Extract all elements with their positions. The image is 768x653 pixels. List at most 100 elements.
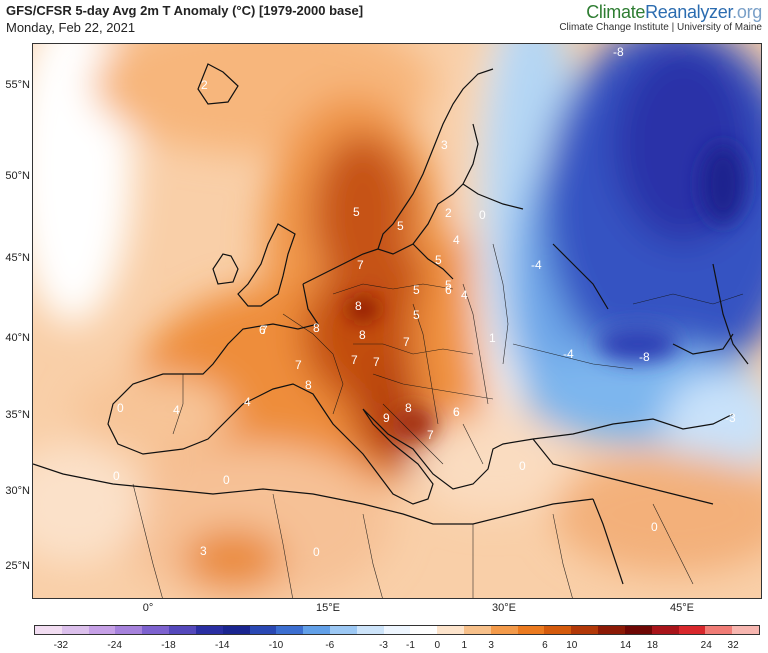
colorbar-swatch <box>35 626 62 634</box>
lon-label: 15°E <box>316 602 340 614</box>
anomaly-label: 7 <box>295 358 302 372</box>
anomaly-label: 0 <box>313 545 320 559</box>
anomaly-map[interactable]: 2 5 5 7 8 6 8 7 8 7 5 7 7 8 7 8 9 6 7 4 … <box>32 43 762 599</box>
colorbar-tick-label: 10 <box>566 640 578 651</box>
lat-label: 55°N <box>5 79 30 91</box>
colorbar-swatch <box>598 626 625 634</box>
colorbar-tick-label: 14 <box>619 640 632 651</box>
anomaly-label: 6 <box>445 283 452 297</box>
anomaly-label: 5 <box>353 205 360 219</box>
anomaly-label: 5 <box>413 308 420 322</box>
colorbar-swatch <box>464 626 491 634</box>
anomaly-label: 8 <box>305 378 312 392</box>
lat-label: 45°N <box>5 252 30 264</box>
anomaly-label: 0 <box>519 459 526 473</box>
colorbar-swatch <box>517 626 545 634</box>
anomaly-label: 7 <box>357 258 364 272</box>
colorbar-swatch <box>544 626 572 634</box>
colorbar-swatch <box>490 626 518 634</box>
anomaly-label: 4 <box>173 403 180 417</box>
anomaly-label: 0 <box>223 473 230 487</box>
anomaly-label: 7 <box>373 355 380 369</box>
anomaly-label: 7 <box>261 323 268 337</box>
colorbar-swatch <box>142 626 170 634</box>
anomaly-label: 9 <box>383 411 390 425</box>
map-title: GFS/CFSR 5-day Avg 2m T Anomaly (°C) [19… <box>6 3 364 18</box>
colorbar-swatch <box>705 626 733 634</box>
colorbar-swatch <box>437 626 464 634</box>
colorbar-tick-label: -1 <box>405 640 415 651</box>
anomaly-label: 1 <box>489 331 496 345</box>
colorbar-tick-label: -14 <box>214 640 230 651</box>
anomaly-label: 5 <box>397 219 404 233</box>
colorbar-tick-label: -10 <box>268 640 284 651</box>
lat-label: 35°N <box>5 409 30 421</box>
colorbar-tick-label: 24 <box>700 640 712 651</box>
anomaly-label: 7 <box>351 353 358 367</box>
colorbar-tick-label: 1 <box>461 640 467 651</box>
anomaly-label: -4 <box>563 347 574 361</box>
anomaly-label: 6 <box>453 405 460 419</box>
anomaly-map-canvas: 2 5 5 7 8 6 8 7 8 7 5 7 7 8 7 8 9 6 7 4 … <box>33 44 761 598</box>
anomaly-label: 5 <box>413 283 420 297</box>
colorbar-tick-label: 3 <box>488 640 494 651</box>
colorbar-swatch <box>169 626 196 634</box>
brand-climate: Climate <box>586 2 646 22</box>
colorbar-swatch <box>88 626 116 634</box>
lon-label: 30°E <box>492 602 516 614</box>
lon-label: 45°E <box>670 602 694 614</box>
anomaly-label: 0 <box>651 520 658 534</box>
colorbar-swatch <box>410 626 438 634</box>
anomaly-label: 5 <box>435 253 442 267</box>
colorbar-tick-label: 32 <box>727 640 739 651</box>
anomaly-label: 2 <box>201 78 208 92</box>
lon-label: 0° <box>142 602 154 614</box>
colorbar-swatch <box>732 626 759 634</box>
colorbar-swatch <box>651 626 679 634</box>
anomaly-label: 0 <box>113 469 120 483</box>
anomaly-label: 3 <box>441 138 448 152</box>
brand-reanalyzer: Reanalyzer <box>645 2 733 22</box>
anomaly-label: 8 <box>405 401 412 415</box>
anomaly-label: 4 <box>244 395 251 409</box>
anomaly-label: 3 <box>200 544 207 558</box>
anomaly-label: 8 <box>355 299 362 313</box>
colorbar-swatch <box>276 626 304 634</box>
anomaly-label: -8 <box>639 350 650 364</box>
borders <box>132 243 744 598</box>
anomaly-label: -3 <box>725 411 736 425</box>
anomaly-label: -8 <box>613 45 624 59</box>
map-date: Monday, Feb 22, 2021 <box>6 20 136 35</box>
lat-label: 50°N <box>5 170 30 182</box>
colorbar-swatch <box>303 626 330 634</box>
colorbar-swatch <box>571 626 599 634</box>
colorbar-swatch <box>678 626 706 634</box>
colorbar-swatch <box>383 626 411 634</box>
colorbar-tick-label: -32 <box>53 640 69 651</box>
anomaly-label: 7 <box>427 428 434 442</box>
anomaly-label: 2 <box>445 206 452 220</box>
anomaly-label: 7 <box>403 335 410 349</box>
colorbar-tick-label: -3 <box>379 640 388 651</box>
lat-label: 40°N <box>5 332 30 344</box>
anomaly-label: 6 <box>453 405 460 419</box>
colorbar-swatch <box>222 626 250 634</box>
colorbar-swatch <box>356 626 384 634</box>
colorbar-swatch <box>61 626 89 634</box>
lat-label: 30°N <box>5 485 30 497</box>
colorbar-tick-label: -6 <box>325 640 335 651</box>
lat-label: 25°N <box>5 560 30 572</box>
anomaly-label: 0 <box>479 208 486 222</box>
coastlines <box>33 63 749 585</box>
colorbar-tick-label: 0 <box>434 640 441 651</box>
colorbar <box>34 625 760 635</box>
anomaly-labels: 2 5 5 7 8 6 8 7 8 7 5 7 7 8 7 8 9 6 7 4 … <box>113 45 736 559</box>
brand-logo[interactable]: ClimateReanalyzer.org Climate Change Ins… <box>559 2 762 33</box>
anomaly-label: 8 <box>359 328 366 342</box>
colorbar-swatch <box>329 626 357 634</box>
colorbar-swatch <box>624 626 652 634</box>
anomaly-label: 6 <box>259 323 266 337</box>
colorbar-swatch <box>115 626 143 634</box>
anomaly-label: 8 <box>313 321 320 335</box>
colorbar-tick-label: 18 <box>646 640 658 651</box>
